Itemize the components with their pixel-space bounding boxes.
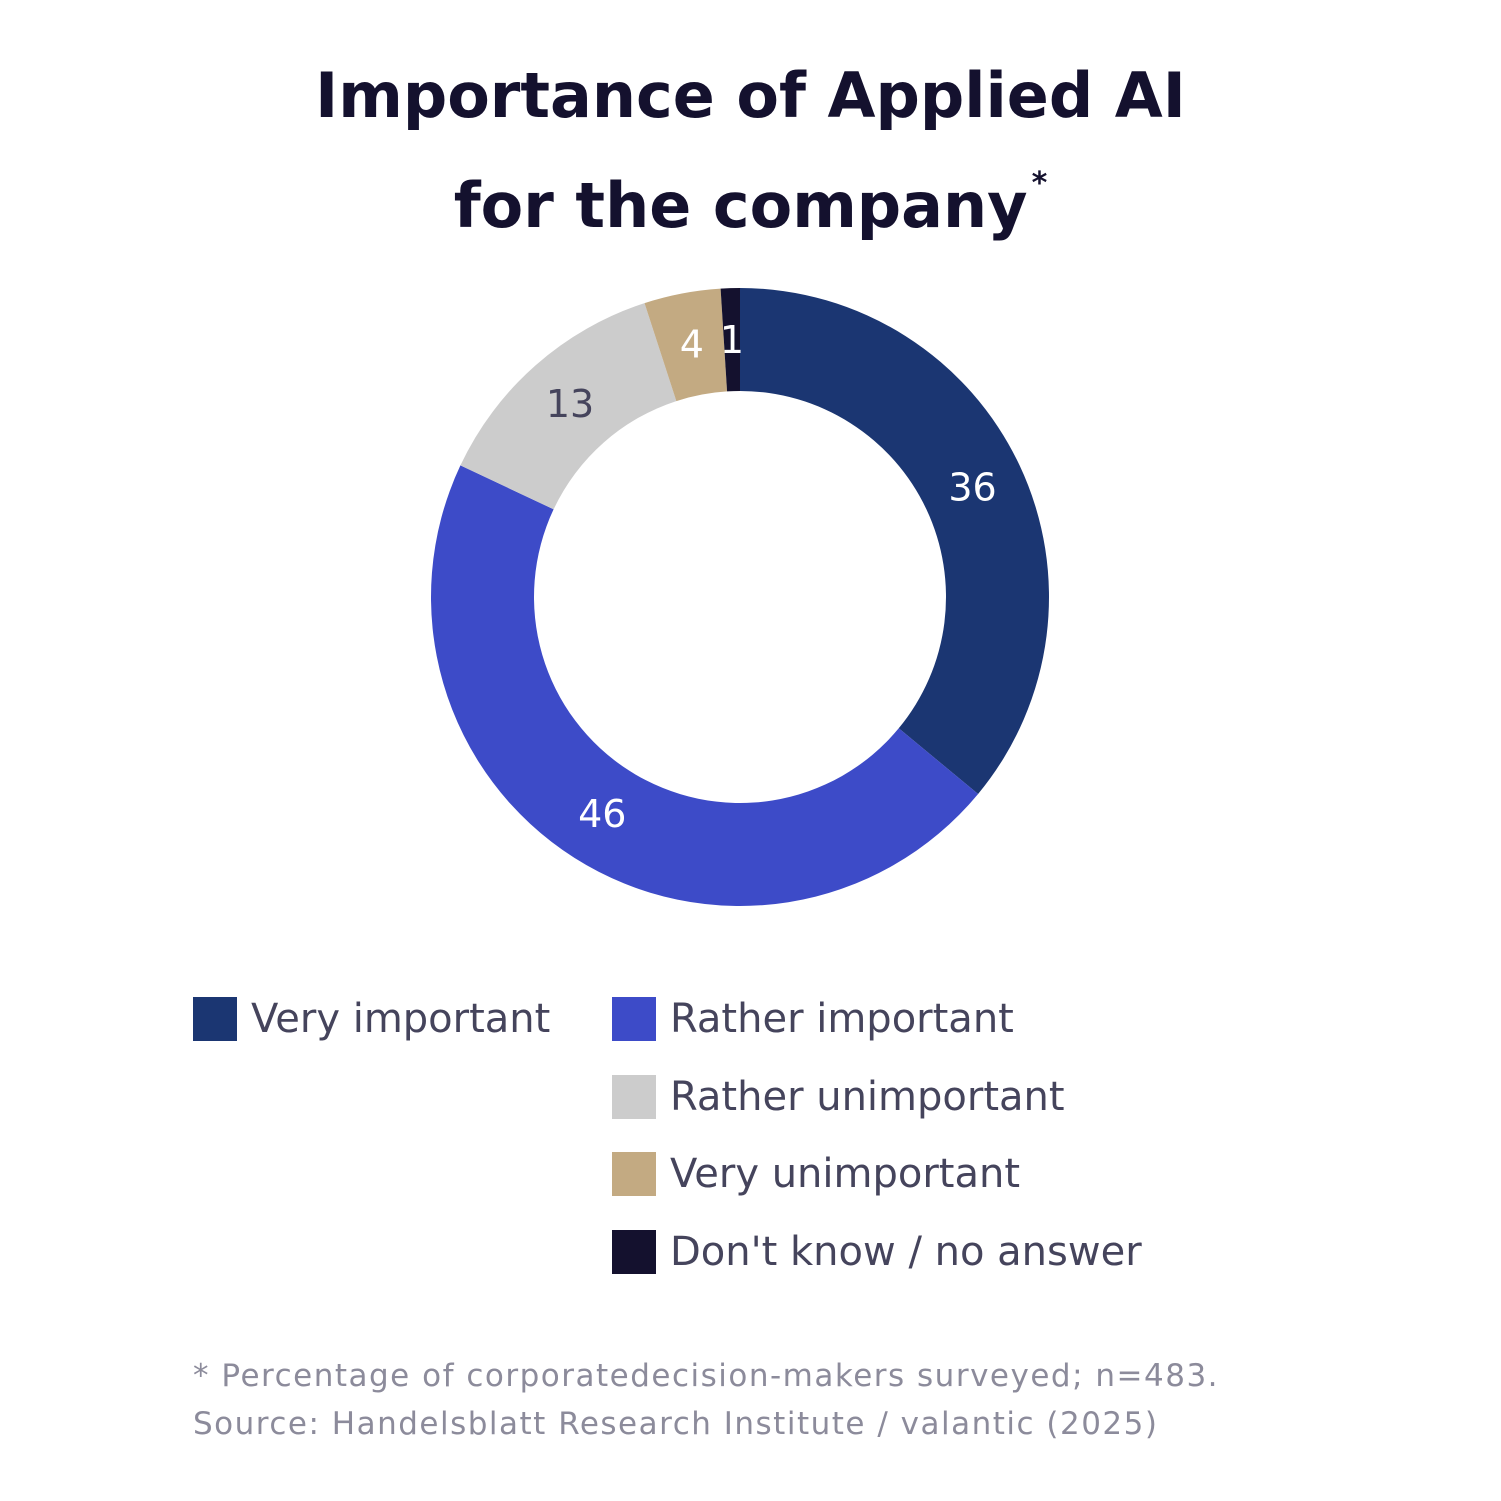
- footnote: * Percentage of corporatedecision-makers…: [193, 1352, 1443, 1448]
- chart-title: Importance of Applied AI for the company…: [0, 52, 1501, 250]
- data-label-very-unimportant: 4: [680, 323, 704, 367]
- legend-swatch-very-important: [193, 997, 237, 1041]
- legend-swatch-rather-important: [612, 997, 656, 1041]
- legend-swatch-dont-know: [612, 1230, 656, 1274]
- legend-label-dont-know: Don't know / no answer: [670, 1229, 1142, 1275]
- donut-slice-dont-know: [720, 288, 740, 392]
- donut-slice-very-unimportant: [644, 288, 728, 402]
- donut-slice-rather-unimportant: [460, 303, 677, 510]
- data-label-rather-important: 46: [578, 792, 626, 836]
- data-label-dont-know: 1: [720, 318, 744, 362]
- legend-item-very-unimportant: Very unimportant: [612, 1151, 1020, 1197]
- legend-label-rather-important: Rather important: [670, 996, 1014, 1042]
- chart-title-line-2-text: for the company: [453, 169, 1028, 242]
- footnote-line-1: * Percentage of corporatedecision-makers…: [193, 1358, 1220, 1394]
- legend-swatch-rather-unimportant: [612, 1075, 656, 1119]
- footnote-marker: *: [1031, 166, 1048, 201]
- footnote-source: Source: Handelsblatt Research Institute …: [193, 1406, 1159, 1442]
- legend-item-very-important: Very important: [193, 996, 550, 1042]
- legend-item-rather-important: Rather important: [612, 996, 1014, 1042]
- data-label-very-important: 36: [948, 466, 996, 510]
- chart-title-line-2: for the company *: [0, 140, 1501, 250]
- legend-label-very-unimportant: Very unimportant: [670, 1151, 1021, 1197]
- legend-item-dont-know: Don't know / no answer: [612, 1229, 1142, 1275]
- legend-label-rather-unimportant: Rather unimportant: [670, 1074, 1065, 1120]
- donut-slice-rather-important: [431, 465, 979, 906]
- legend-swatch-very-unimportant: [612, 1152, 656, 1196]
- chart-title-line-1: Importance of Applied AI: [315, 59, 1186, 132]
- donut-slice-very-important: [740, 288, 1049, 794]
- legend-item-rather-unimportant: Rather unimportant: [612, 1074, 1065, 1120]
- legend-label-very-important: Very important: [251, 996, 551, 1042]
- data-label-rather-unimportant: 13: [546, 382, 594, 426]
